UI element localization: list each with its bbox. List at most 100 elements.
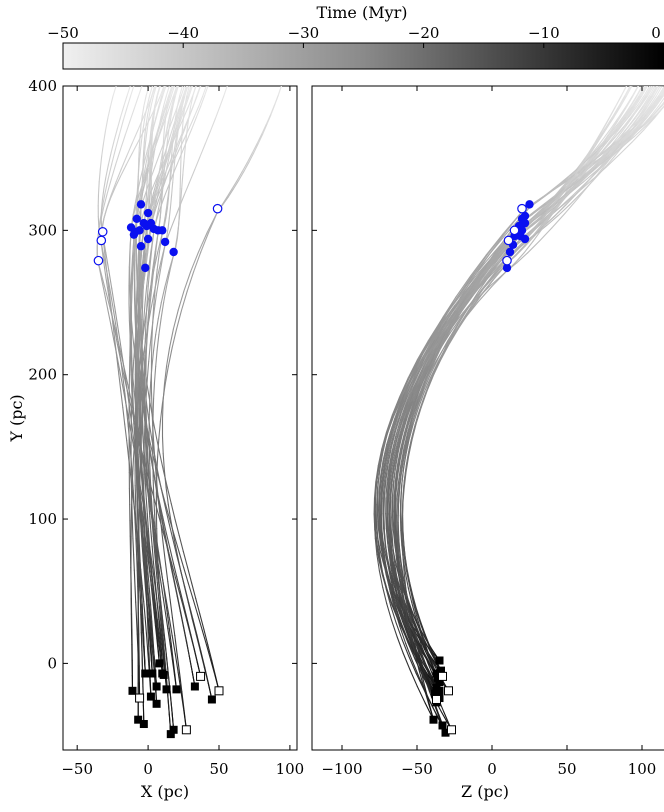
- orbit-segment: [584, 146, 595, 162]
- orbit-segment: [176, 595, 181, 613]
- orbit-segment: [136, 530, 138, 547]
- orbit-segment: [146, 285, 149, 305]
- orbit-segment: [148, 648, 151, 666]
- orbit-segment: [141, 584, 145, 602]
- orbit-segment: [186, 271, 195, 292]
- orbit-segment: [173, 536, 178, 555]
- orbit-segment: [148, 595, 151, 613]
- orbit-segment: [552, 201, 567, 214]
- orbit-segment: [105, 252, 110, 272]
- orbit-segment: [385, 414, 393, 433]
- orbit-segment: [145, 565, 148, 582]
- orbit-segment: [384, 451, 389, 469]
- orbit-segment: [407, 408, 414, 428]
- orbit-segment: [143, 164, 147, 178]
- orbit-segment: [149, 462, 151, 481]
- orbit-segment: [140, 298, 143, 315]
- orbit-segment: [400, 482, 403, 499]
- orbit-segment: [167, 151, 171, 164]
- present-position-marker: [139, 720, 148, 729]
- orbit-segment: [514, 245, 525, 257]
- orbit-segment: [102, 130, 107, 144]
- orbit-segment: [385, 546, 389, 564]
- orbit-segment: [137, 372, 140, 391]
- orbit-segment: [168, 628, 172, 645]
- orbit-segment: [407, 587, 413, 603]
- orbit-segment: [157, 232, 163, 252]
- orbit-segment: [446, 313, 460, 333]
- orbit-segment: [422, 673, 430, 692]
- orbit-segment: [146, 267, 150, 287]
- orbit-segment: [376, 513, 380, 531]
- orbit-segment: [399, 556, 403, 575]
- orbit-segment: [146, 286, 152, 306]
- y-tick-label: 100: [28, 510, 57, 528]
- orbit-segment: [153, 590, 157, 606]
- orbit-segment: [153, 496, 156, 515]
- colorbar-tick-label: 0: [651, 24, 661, 42]
- orbit-segment: [142, 459, 146, 478]
- orbit-segment: [564, 186, 577, 199]
- orbit-segment: [144, 421, 146, 439]
- orbit-segment: [142, 116, 146, 130]
- orbit-segment: [403, 610, 409, 628]
- orbit-segment: [138, 313, 142, 329]
- orbit-segment: [634, 113, 645, 124]
- orbit-segment: [602, 143, 616, 154]
- orbit-segment: [534, 209, 547, 220]
- orbit-segment: [375, 464, 379, 483]
- orbit-segment: [376, 464, 380, 483]
- orbit-segment: [418, 371, 428, 392]
- orbit-segment: [207, 644, 213, 661]
- orbit-segment: [654, 94, 663, 106]
- orbit-segment: [407, 376, 417, 396]
- orbit-segment: [401, 399, 410, 419]
- x-tick-label: 50: [557, 760, 576, 778]
- orbit-segment: [147, 560, 151, 577]
- orbit-segment: [391, 451, 396, 470]
- orbit-segment: [141, 506, 144, 524]
- orbit-segment: [622, 113, 632, 124]
- orbit-segment: [130, 272, 133, 291]
- orbit-segment: [178, 534, 184, 552]
- orbit-segment: [156, 250, 161, 270]
- orbit-segment: [194, 156, 201, 171]
- orbit-segment: [156, 333, 160, 351]
- orbit-segment: [642, 95, 651, 107]
- orbit-segment: [407, 412, 414, 432]
- orbit-segment: [105, 276, 110, 295]
- orbit-segment: [151, 141, 156, 152]
- orbit-segment: [418, 628, 425, 644]
- orbit-segment: [159, 453, 165, 472]
- orbit-segment: [389, 417, 396, 436]
- orbit-segment: [156, 618, 160, 635]
- orbit-segment: [534, 212, 547, 224]
- orbit-segment: [155, 317, 159, 335]
- orbit-segment: [189, 95, 194, 108]
- colorbar: Time (Myr) −50 −40 −30 −20 −10 0: [47, 3, 664, 70]
- orbit-segment: [139, 187, 143, 199]
- orbit-segment: [191, 116, 198, 129]
- orbit-segment: [162, 139, 165, 153]
- orbit-segment: [104, 117, 109, 132]
- orbit-segment: [534, 203, 548, 213]
- orbit-segment: [104, 178, 109, 195]
- orbit-segment: [163, 104, 168, 115]
- orbit-segment: [430, 350, 440, 370]
- orbit-segment: [599, 130, 610, 144]
- orbit-segment: [158, 95, 163, 107]
- orbit-segment: [154, 575, 157, 592]
- orbit-segment: [537, 203, 551, 214]
- orbit-segment: [623, 105, 633, 118]
- present-position-marker: [159, 670, 168, 679]
- orbit-segment: [405, 385, 414, 403]
- orbit-segment: [211, 659, 216, 677]
- orbit-segment: [405, 596, 411, 612]
- orbit-segment: [135, 309, 139, 328]
- orbit-segment: [424, 648, 431, 663]
- orbit-segment: [161, 518, 166, 536]
- orbit-segment: [152, 175, 159, 188]
- orbit-segment: [143, 176, 147, 186]
- orbit-segment: [162, 453, 165, 472]
- orbit-segment: [186, 619, 191, 636]
